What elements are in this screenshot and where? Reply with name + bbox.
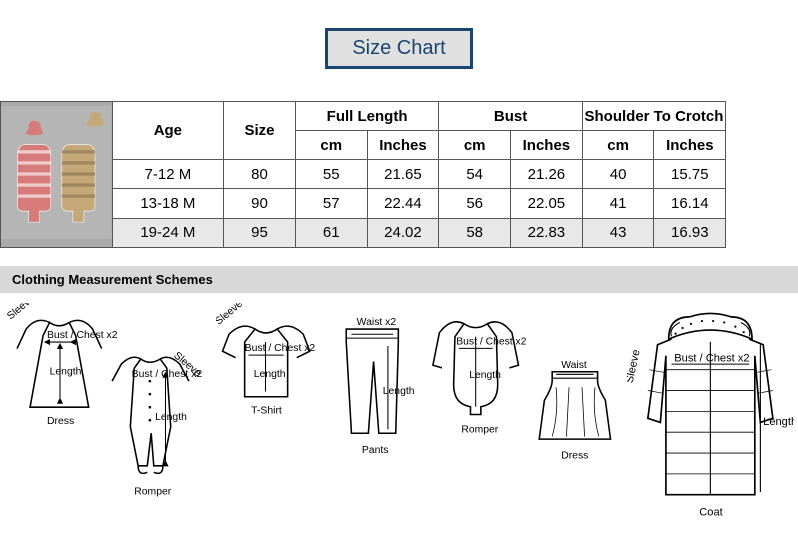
- th-fl-cm: cm: [295, 131, 367, 160]
- cell-age: 13-18 M: [112, 189, 224, 218]
- th-sc-cm: cm: [582, 131, 654, 160]
- diagram-coat: Sleeve Bust / Chest x2 Length Coat: [627, 303, 794, 539]
- svg-text:Length: Length: [469, 370, 501, 381]
- svg-text:Waist: Waist: [561, 360, 587, 371]
- th-size: Size: [224, 102, 296, 160]
- dress-romper-icon: Sleeve Bust / Chest x2 Length Dress Slee…: [4, 303, 212, 524]
- cell-b-cm: 54: [439, 160, 511, 189]
- svg-text:Sleeve: Sleeve: [216, 303, 245, 327]
- svg-text:Length: Length: [155, 412, 187, 423]
- cell-fl-cm: 61: [295, 218, 367, 247]
- product-image: [1, 102, 113, 248]
- svg-text:Bust / Chest x2: Bust / Chest x2: [675, 352, 750, 364]
- cell-sc-in: 16.14: [654, 189, 726, 218]
- svg-text:Waist x2: Waist x2: [357, 317, 397, 328]
- svg-text:Bust / Chest x2: Bust / Chest x2: [245, 343, 316, 354]
- th-fl-in: Inches: [367, 131, 439, 160]
- diagram-dress-romper: Sleeve Bust / Chest x2 Length Dress Slee…: [4, 303, 212, 524]
- cell-fl-cm: 57: [295, 189, 367, 218]
- th-shoulder-crotch: Shoulder To Crotch: [582, 102, 725, 131]
- cell-size: 80: [224, 160, 296, 189]
- svg-text:Bust / Chest x2: Bust / Chest x2: [132, 369, 203, 380]
- th-sc-in: Inches: [654, 131, 726, 160]
- tshirt-pants-icon: Sleeve Bust / Chest x2 Length T-Shirt Wa…: [216, 303, 424, 524]
- svg-text:T-Shirt: T-Shirt: [252, 405, 283, 416]
- svg-text:Dress: Dress: [47, 416, 74, 427]
- size-chart-title: Size Chart: [325, 28, 472, 69]
- svg-text:Coat: Coat: [700, 506, 723, 518]
- cell-sc-cm: 41: [582, 189, 654, 218]
- svg-text:Dress: Dress: [561, 450, 588, 461]
- cell-b-in: 22.83: [511, 218, 583, 247]
- romper-dress-icon: Bust / Chest x2 Length Romper Waist Dres…: [429, 303, 624, 523]
- cell-age: 19-24 M: [112, 218, 224, 247]
- cell-fl-cm: 55: [295, 160, 367, 189]
- svg-text:Pants: Pants: [362, 444, 389, 455]
- th-b-in: Inches: [511, 131, 583, 160]
- cell-sc-in: 15.75: [654, 160, 726, 189]
- diagram-tshirt-pants: Sleeve Bust / Chest x2 Length T-Shirt Wa…: [216, 303, 424, 524]
- schemes-title: Clothing Measurement Schemes: [0, 266, 798, 293]
- cell-sc-cm: 40: [582, 160, 654, 189]
- svg-text:Sleeve: Sleeve: [627, 348, 643, 384]
- th-full-length: Full Length: [295, 102, 438, 131]
- th-age: Age: [112, 102, 224, 160]
- th-bust: Bust: [439, 102, 582, 131]
- svg-text:Length: Length: [763, 416, 794, 428]
- cell-b-cm: 58: [439, 218, 511, 247]
- table-row: 7-12 M 80 55 21.65 54 21.26 40 15.75: [1, 160, 798, 189]
- svg-text:Sleeve: Sleeve: [5, 303, 37, 322]
- cell-fl-in: 21.65: [367, 160, 439, 189]
- cell-fl-in: 22.44: [367, 189, 439, 218]
- cell-size: 95: [224, 218, 296, 247]
- cell-sc-cm: 43: [582, 218, 654, 247]
- diagram-romper-dress: Bust / Chest x2 Length Romper Waist Dres…: [429, 303, 624, 523]
- cell-b-in: 21.26: [511, 160, 583, 189]
- cell-sc-in: 16.93: [654, 218, 726, 247]
- svg-text:Romper: Romper: [134, 486, 172, 497]
- cell-size: 90: [224, 189, 296, 218]
- svg-text:Romper: Romper: [461, 424, 498, 435]
- table-row: 19-24 M 95 61 24.02 58 22.83 43 16.93: [1, 218, 798, 247]
- cell-fl-in: 24.02: [367, 218, 439, 247]
- svg-text:Bust / Chest x2: Bust / Chest x2: [456, 336, 526, 347]
- measurement-schemes: Clothing Measurement Schemes Sleeve Bust…: [0, 266, 798, 539]
- cell-b-cm: 56: [439, 189, 511, 218]
- cell-b-in: 22.05: [511, 189, 583, 218]
- size-chart-table: Age Size Full Length Bust Shoulder To Cr…: [0, 101, 798, 248]
- svg-text:Length: Length: [50, 366, 82, 377]
- svg-text:Length: Length: [254, 369, 286, 380]
- coat-icon: Sleeve Bust / Chest x2 Length Coat: [627, 303, 794, 539]
- svg-text:Bust / Chest x2: Bust / Chest x2: [47, 330, 118, 341]
- table-row: 13-18 M 90 57 22.44 56 22.05 41 16.14: [1, 189, 798, 218]
- cell-age: 7-12 M: [112, 160, 224, 189]
- th-b-cm: cm: [439, 131, 511, 160]
